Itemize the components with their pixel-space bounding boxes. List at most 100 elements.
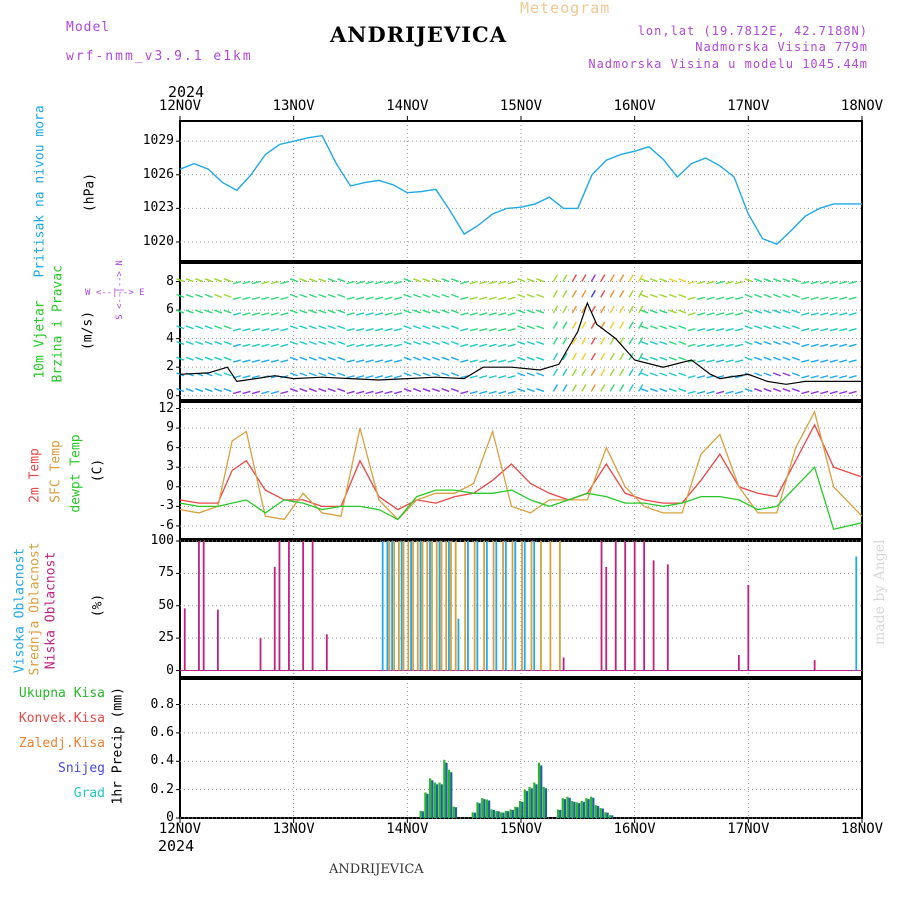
y-tick-label: 0.4: [150, 753, 174, 769]
wind-arrow: [668, 388, 677, 393]
wind-arrow: [772, 293, 781, 298]
wind-arrow: [829, 327, 838, 332]
wind-arrow: [460, 390, 469, 395]
wind-arrow: [375, 390, 384, 395]
wind-arrow: [337, 278, 346, 283]
wind-arrow: [782, 388, 791, 393]
wind-arrow: [393, 359, 403, 363]
wind-arrow: [413, 356, 422, 361]
wind-arrow: [562, 321, 568, 329]
wind-arrow: [697, 312, 706, 316]
wind-arrow: [498, 312, 507, 316]
wind-arrow: [820, 312, 829, 316]
wind-arrow: [365, 296, 374, 300]
precip-snow-bar: [587, 799, 590, 818]
wind-arrow: [791, 372, 800, 377]
wind-arrow: [413, 278, 422, 283]
precip-total-bar: [452, 806, 455, 818]
wind-arrow: [488, 359, 497, 363]
wind-arrow: [223, 356, 232, 361]
wind-arrow: [638, 368, 644, 377]
wind-arrow: [413, 309, 422, 314]
wind-arrow: [450, 388, 459, 393]
wind-arrow: [403, 278, 412, 283]
wind-arrow: [649, 278, 658, 283]
wind-arrow: [384, 390, 393, 395]
wind-arrow: [829, 280, 838, 285]
wind-arrow: [450, 278, 459, 283]
wind-arrow: [327, 293, 336, 298]
wind-arrow: [820, 375, 829, 379]
wind-arrow: [697, 390, 706, 395]
wind-arrow: [763, 388, 772, 393]
wind-arrow: [640, 278, 649, 283]
wind-arrow: [744, 293, 753, 298]
wind-arrow: [619, 289, 625, 298]
wind-arrow: [772, 309, 781, 314]
wind-arrow: [609, 384, 615, 392]
wind-speed-line: [179, 301, 862, 385]
wind-arrow: [214, 325, 223, 330]
y-tick-label: 0: [166, 387, 174, 403]
wind-arrow: [469, 312, 478, 316]
wind-arrow: [214, 356, 223, 361]
wind-arrow: [839, 312, 848, 316]
wind-arrow: [365, 390, 374, 395]
wind-arrow: [365, 343, 374, 348]
wind-arrow: [571, 321, 577, 329]
wind-arrow: [697, 343, 706, 348]
wind-arrow: [552, 274, 559, 282]
wind-arrow: [289, 356, 298, 361]
precip-total-label: Ukupna Kisa: [18, 686, 105, 701]
wind-arrow: [318, 340, 327, 346]
wind-arrow: [640, 293, 649, 298]
wind-arrow: [488, 375, 497, 379]
wind-arrow: [820, 280, 829, 285]
y-tick-label: 9: [166, 420, 174, 436]
wind-arrow: [782, 340, 791, 346]
wind-arrow: [488, 327, 497, 332]
wind-arrow: [619, 305, 625, 314]
precip-snow-bar: [582, 801, 585, 818]
wind-arrow: [346, 296, 355, 300]
wind-arrow: [600, 274, 606, 282]
wind-arrow: [791, 340, 800, 346]
wind-arrow: [204, 340, 213, 346]
wind-arrow: [640, 388, 649, 393]
wind-arrow: [261, 296, 270, 300]
precip-frozen-label: Zaledj.Kisa: [18, 736, 105, 751]
wind-arrow: [450, 372, 459, 377]
wind-arrow: [299, 388, 308, 393]
wind-arrow: [782, 356, 791, 361]
wind-arrow: [327, 388, 336, 393]
wind-arrow: [488, 280, 497, 285]
precip-snow-bar: [450, 772, 453, 818]
wind-arrow: [619, 352, 625, 361]
wind-arrow: [725, 327, 734, 332]
wind-arrow: [734, 359, 744, 363]
wind-arrow: [403, 293, 412, 298]
wind-arrow: [261, 390, 270, 395]
wind-arrow: [763, 278, 772, 283]
wind-arrow: [270, 280, 279, 285]
wind-arrow: [185, 325, 194, 330]
wind-arrow: [754, 356, 763, 361]
wind-arrow: [848, 327, 857, 332]
precip-snow-bar: [535, 784, 538, 818]
wind-arrow: [772, 372, 781, 377]
wind-arrow: [810, 343, 819, 348]
wind-arrow: [590, 289, 596, 298]
precip-total-bar: [566, 796, 569, 818]
wind-arrow: [581, 321, 587, 329]
wind-arrow: [754, 372, 763, 377]
wind-arrow: [176, 309, 185, 314]
wind-arrow: [552, 289, 559, 298]
wind-arrow: [600, 368, 606, 377]
wind-arrow: [668, 325, 677, 330]
wind-arrow: [356, 312, 365, 316]
date-label-bottom: 17NOV: [727, 821, 770, 837]
precip-conv-label: Konvek.Kisa: [18, 711, 105, 726]
wind-arrow: [687, 359, 696, 363]
wind-arrow: [526, 356, 535, 361]
precip-snow-bar: [525, 791, 529, 818]
